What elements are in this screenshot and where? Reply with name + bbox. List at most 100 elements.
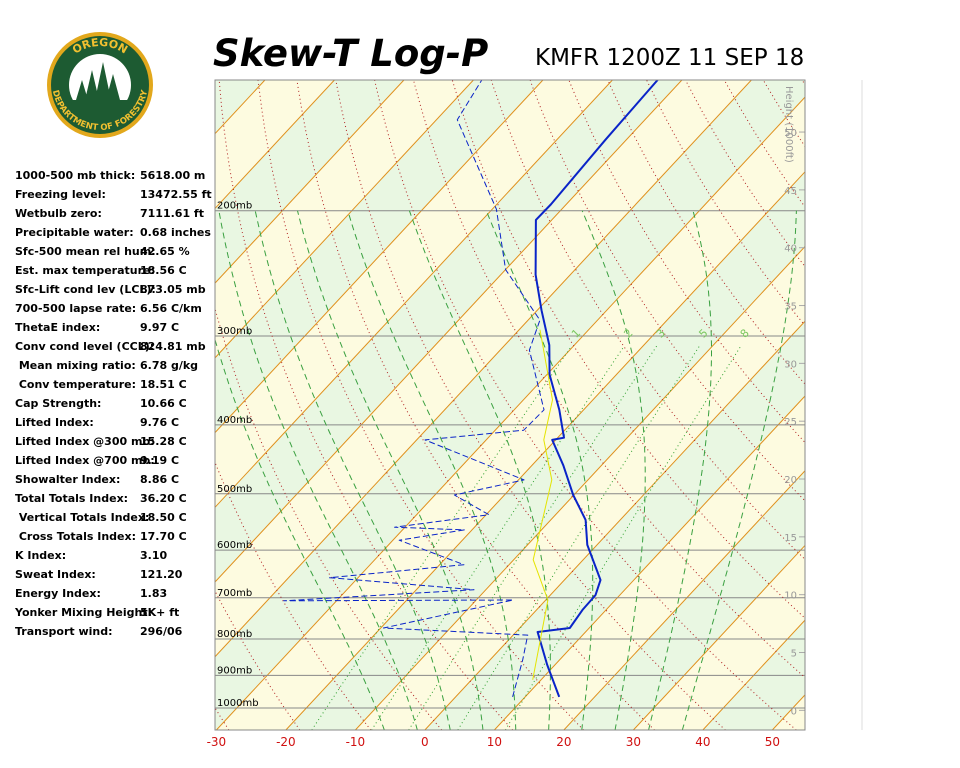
stat-label: Sweat Index: (15, 568, 96, 581)
logo-trees (76, 62, 120, 100)
y2-tick-label: 20 (784, 475, 797, 486)
x-tick-label: 30 (626, 735, 641, 749)
moist-adiabat (254, 210, 451, 730)
x-tick-label: 20 (556, 735, 571, 749)
dry-adiabat (801, 80, 805, 86)
stat-label: Precipitable water: (15, 226, 134, 239)
stat-value: 5618.00 m (140, 169, 205, 182)
stat-label: Vertical Totals Index: (15, 511, 149, 524)
isotherm (493, 395, 805, 730)
dry-adiabat (919, 80, 960, 730)
y2-tick-label: 50 (784, 128, 797, 139)
profile-line (283, 80, 545, 698)
x-tick-label: 0 (421, 735, 429, 749)
moist-adiabat (681, 210, 797, 730)
x-tick-label: 10 (487, 735, 502, 749)
y-tick-label: 300mb (217, 326, 252, 337)
x-tick-label: -10 (346, 735, 366, 749)
stat-label: Cap Strength: (15, 397, 101, 410)
profile-line (534, 80, 659, 698)
stat-value: 17.70 C (140, 530, 187, 543)
moist-adiabat (215, 337, 385, 730)
stat-value: 18.51 C (140, 378, 187, 391)
stat-value: 3.10 (140, 549, 167, 562)
stat-label: ThetaE index: (15, 321, 100, 334)
dry-adiabat (841, 80, 960, 730)
isotherm (563, 469, 805, 730)
mixing-ratio-line (504, 345, 742, 730)
stat-label: Lifted Index @300 mb: (15, 435, 155, 448)
y2-tick-label: 40 (784, 244, 797, 255)
stat-value: 13472.55 ft (140, 188, 212, 201)
moist-adiabat (408, 210, 551, 730)
y-tick-label: 600mb (217, 540, 252, 551)
stat-label: Sfc-Lift cond lev (LCL): (15, 283, 156, 296)
isotherm (215, 80, 335, 210)
stat-label: Wetbulb zero: (15, 207, 102, 220)
stat-label: Est. max temperature: (15, 264, 155, 277)
y-tick-label: 800mb (217, 629, 252, 640)
moist-adiabat (485, 210, 594, 730)
dry-adiabat (374, 80, 797, 730)
y-tick-label: 200mb (217, 201, 252, 212)
stat-value: 1.83 (140, 587, 167, 600)
dry-adiabat (218, 80, 513, 730)
isotherm (216, 96, 805, 730)
stat-label: Sfc-500 mean rel hum: (15, 245, 156, 258)
isotherm (911, 80, 960, 730)
stat-value: 0.68 inches (140, 226, 211, 239)
y2-tick-label: 15 (784, 533, 797, 544)
isotherm (215, 80, 683, 583)
dry-adiabat (257, 80, 584, 730)
stat-value: 824.81 mb (140, 340, 206, 353)
isotherm (842, 80, 960, 730)
dry-adiabat (335, 80, 726, 730)
plot-overlay: 200mb 300mb 400mb 500mb 600mb 700mb 800mb 900mb… (217, 86, 805, 717)
stat-value: 9.97 C (140, 321, 179, 334)
dry-adiabat (490, 80, 805, 561)
isotherm (215, 80, 613, 509)
x-tick-label: -30 (207, 735, 227, 749)
isotherm (702, 619, 805, 730)
y2-tick-label: 10 (784, 591, 797, 602)
stat-label: Total Totals Index: (15, 492, 128, 505)
isotherm (215, 80, 752, 658)
isotherm (355, 245, 805, 730)
moist-adiabat (297, 210, 484, 730)
stat-value: 7111.61 ft (140, 207, 204, 220)
isotherm (285, 171, 805, 730)
stat-value: 6.78 g/kg (140, 359, 198, 372)
plot-frame (214, 79, 806, 731)
stat-value: 15.28 C (140, 435, 187, 448)
stat-label: K Index: (15, 549, 66, 562)
stat-label: 700-500 lapse rate: (15, 302, 136, 315)
moist-adiabat (347, 210, 517, 730)
y-tick-label: 500mb (217, 484, 252, 495)
stat-value: 9.19 C (140, 454, 179, 467)
y-tick-label: 900mb (217, 665, 252, 676)
stat-value: 18.50 C (140, 511, 187, 524)
y2-tick-label: 0 (791, 706, 797, 717)
y-tick-label: 700mb (217, 588, 252, 599)
stat-value: 8.86 C (140, 473, 179, 486)
logo-top: OREGON (70, 36, 130, 57)
isotherm (424, 320, 805, 730)
y-tick-label: 1000mb (217, 698, 259, 709)
x-tick-label: -20 (276, 735, 296, 749)
stat-label: 1000-500 mb thick: (15, 169, 135, 182)
stat-value: 5K+ ft (140, 606, 179, 619)
isotherm-band (842, 80, 960, 730)
stat-label: Conv cond level (CCL): (15, 340, 154, 353)
plot-area (215, 80, 960, 730)
isotherm-band (215, 80, 805, 730)
stat-value: 296/06 (140, 625, 183, 638)
stat-label: Showalter Index: (15, 473, 120, 486)
stat-label: Lifted Index @700 mb: (15, 454, 155, 467)
y2-tick-label: 5 (791, 649, 797, 660)
logo-ground (72, 100, 128, 126)
y2-tick-label: 30 (784, 359, 797, 370)
y-tick-label: 400mb (217, 415, 252, 426)
stat-value: 873.05 mb (140, 283, 206, 296)
